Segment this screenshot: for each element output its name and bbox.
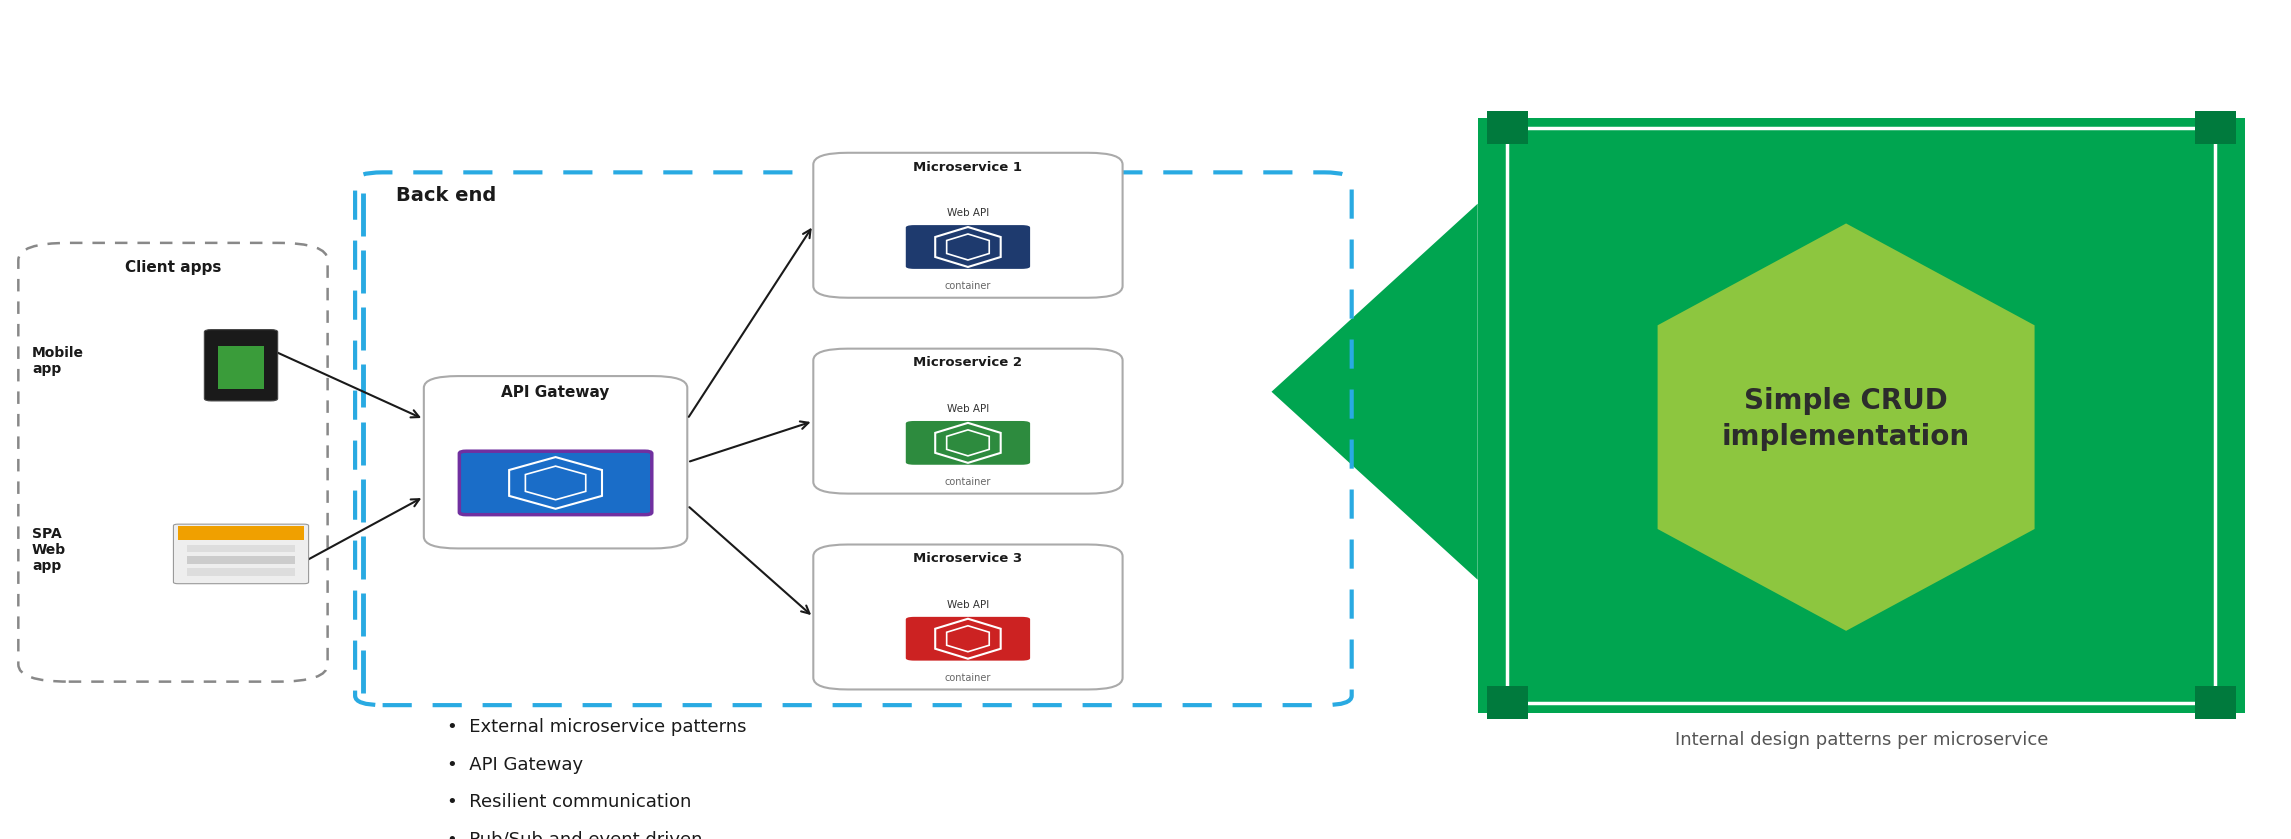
FancyBboxPatch shape	[174, 524, 309, 584]
FancyBboxPatch shape	[424, 376, 687, 549]
Bar	[1487, 112, 1528, 144]
Text: Web API: Web API	[946, 600, 990, 610]
Text: container: container	[944, 477, 992, 487]
Polygon shape	[1659, 223, 2034, 631]
Text: •  External microservice patterns: • External microservice patterns	[447, 718, 747, 736]
Polygon shape	[935, 227, 1001, 267]
Text: Microservice 1: Microservice 1	[914, 160, 1022, 174]
Bar	[1487, 686, 1528, 719]
Polygon shape	[935, 618, 1001, 659]
Bar	[188, 545, 296, 552]
Text: Client apps: Client apps	[124, 260, 222, 275]
FancyBboxPatch shape	[905, 616, 1031, 661]
Bar	[179, 526, 305, 539]
Polygon shape	[1272, 204, 1478, 580]
Bar	[218, 346, 263, 389]
Text: Mobile
app: Mobile app	[32, 347, 85, 377]
FancyBboxPatch shape	[905, 420, 1031, 466]
Polygon shape	[935, 423, 1001, 463]
Text: Simple CRUD
implementation: Simple CRUD implementation	[1723, 388, 1970, 451]
Bar	[2195, 686, 2236, 719]
Text: Microservice 2: Microservice 2	[914, 357, 1022, 369]
FancyBboxPatch shape	[813, 153, 1123, 298]
FancyBboxPatch shape	[813, 545, 1123, 690]
Bar	[1507, 128, 2215, 703]
Text: Back end: Back end	[396, 186, 497, 206]
Bar	[188, 556, 296, 564]
Text: Web API: Web API	[946, 404, 990, 414]
Bar	[2195, 112, 2236, 144]
FancyBboxPatch shape	[204, 330, 277, 401]
Text: •  API Gateway: • API Gateway	[447, 756, 582, 774]
Bar	[1478, 117, 2245, 713]
Bar	[188, 568, 296, 576]
Text: container: container	[944, 673, 992, 683]
Text: SPA
Web
app: SPA Web app	[32, 527, 66, 573]
Text: Internal design patterns per microservice: Internal design patterns per microservic…	[1675, 732, 2048, 749]
Text: container: container	[944, 281, 992, 291]
Text: API Gateway: API Gateway	[502, 385, 609, 400]
Text: •  Pub/Sub and event driven: • Pub/Sub and event driven	[447, 831, 703, 839]
Text: •  Resilient communication: • Resilient communication	[447, 794, 692, 811]
Polygon shape	[509, 457, 603, 508]
Text: Web API: Web API	[946, 208, 990, 218]
FancyBboxPatch shape	[905, 224, 1031, 269]
FancyBboxPatch shape	[813, 349, 1123, 493]
FancyBboxPatch shape	[458, 451, 651, 514]
Text: Microservice 3: Microservice 3	[914, 552, 1022, 565]
